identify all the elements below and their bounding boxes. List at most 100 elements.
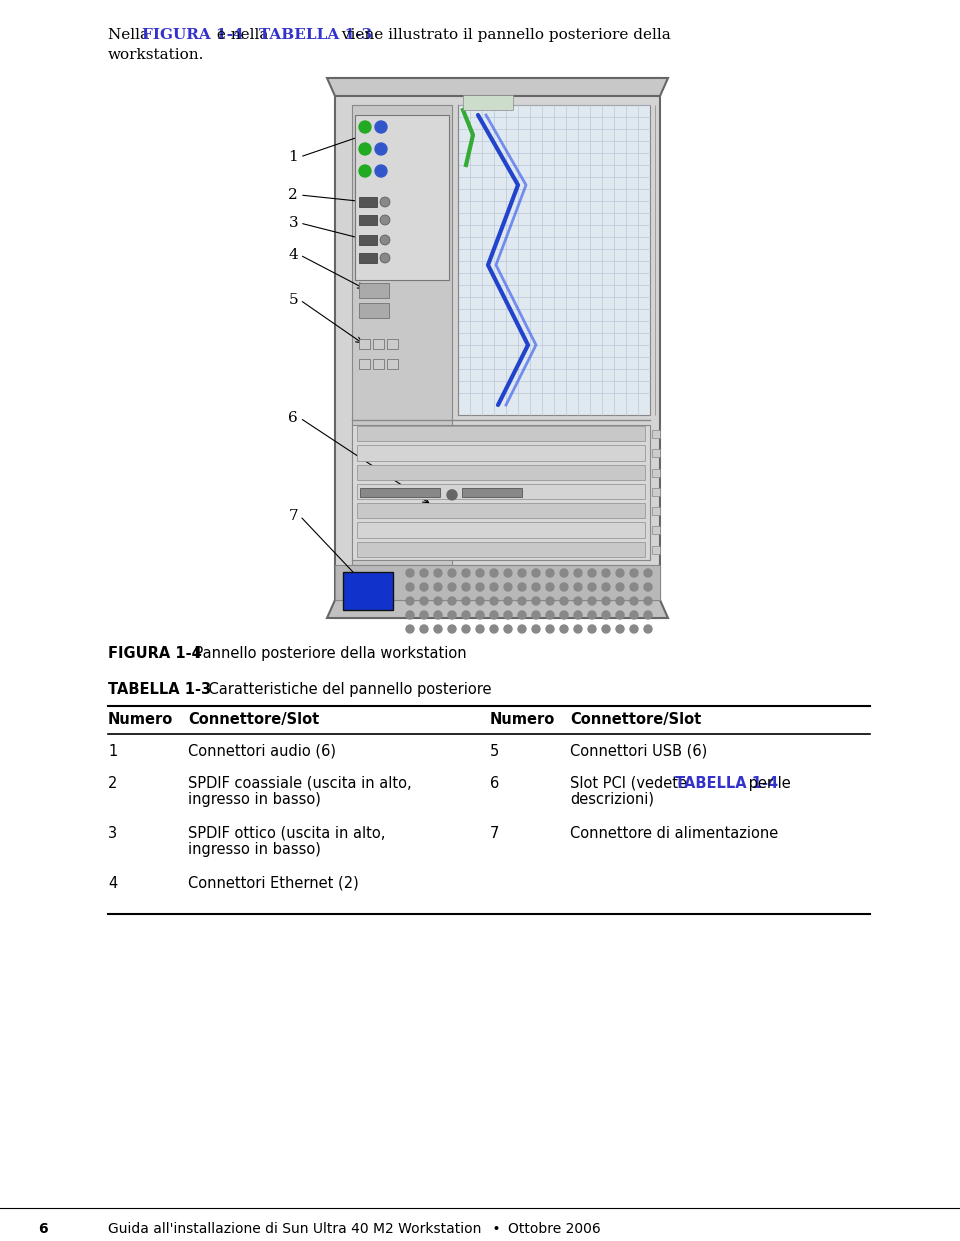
Circle shape [574,597,582,606]
Circle shape [462,611,470,619]
Text: ingresso in basso): ingresso in basso) [188,841,321,858]
Text: Connettori audio (6): Connettori audio (6) [188,745,336,759]
Text: 5: 5 [288,293,298,307]
Text: e nella: e nella [212,29,274,42]
Circle shape [644,611,652,619]
Bar [357,522,645,537]
Circle shape [375,165,387,177]
Text: workstation.: workstation. [108,48,204,62]
Text: Caratteristiche del pannello posteriore: Caratteristiche del pannello posteriore [190,683,492,697]
Circle shape [644,570,652,577]
Circle shape [406,570,414,577]
Circle shape [616,611,624,619]
Circle shape [546,611,554,619]
Bar [652,488,660,496]
Bar [335,78,660,618]
Circle shape [560,570,568,577]
Circle shape [447,490,457,500]
Text: FIGURA 1-4: FIGURA 1-4 [142,29,244,42]
Bar [355,115,449,280]
Circle shape [504,583,512,591]
Circle shape [518,611,526,619]
Text: Connettore/Slot: Connettore/Slot [188,712,320,727]
Circle shape [504,597,512,606]
Circle shape [630,625,638,633]
Circle shape [532,625,540,633]
Text: •: • [488,1222,505,1236]
Bar [359,339,370,349]
Text: Slot PCI (vedete: Slot PCI (vedete [570,776,691,791]
Circle shape [420,570,428,577]
Circle shape [518,625,526,633]
Circle shape [476,611,484,619]
Text: 7: 7 [288,509,298,522]
Bar [387,339,398,349]
Circle shape [630,583,638,591]
Polygon shape [327,599,668,618]
Circle shape [380,253,390,263]
Circle shape [420,611,428,619]
Circle shape [602,611,610,619]
Circle shape [504,611,512,619]
Text: Connettore/Slot: Connettore/Slot [570,712,701,727]
Circle shape [359,122,371,133]
Text: TABELLA 1-3: TABELLA 1-3 [108,683,211,697]
Circle shape [574,625,582,633]
Circle shape [490,597,498,606]
Text: descrizioni): descrizioni) [570,792,654,807]
Circle shape [588,570,596,577]
Bar [463,96,513,110]
Text: 3: 3 [288,216,298,230]
Bar [652,546,660,553]
Text: 6: 6 [490,776,499,791]
Circle shape [406,597,414,606]
Circle shape [644,583,652,591]
Bar [357,426,645,442]
Circle shape [448,570,456,577]
Bar [352,424,650,560]
Text: 2: 2 [288,187,298,202]
Circle shape [476,570,484,577]
Text: 3: 3 [108,827,117,841]
Circle shape [616,625,624,633]
Circle shape [588,611,596,619]
Circle shape [476,597,484,606]
Circle shape [359,143,371,155]
Circle shape [588,583,596,591]
Text: Connettori Ethernet (2): Connettori Ethernet (2) [188,876,359,891]
Circle shape [434,570,442,577]
Text: per le: per le [744,776,790,791]
Bar [387,359,398,369]
Circle shape [476,583,484,591]
Circle shape [560,597,568,606]
Circle shape [462,625,470,633]
Text: 4: 4 [288,248,298,262]
Text: 6: 6 [38,1222,48,1236]
Bar [373,359,384,369]
Circle shape [532,570,540,577]
Text: Nella: Nella [108,29,154,42]
Circle shape [434,625,442,633]
Bar [357,464,645,480]
Bar [335,565,660,599]
Circle shape [602,583,610,591]
Bar [357,446,645,460]
Text: Connettori USB (6): Connettori USB (6) [570,745,708,759]
Text: Pannello posteriore della workstation: Pannello posteriore della workstation [176,647,467,661]
Circle shape [504,625,512,633]
Circle shape [448,625,456,633]
Circle shape [434,583,442,591]
Circle shape [375,143,387,155]
Circle shape [406,583,414,591]
Circle shape [616,570,624,577]
Text: FIGURA 1-4: FIGURA 1-4 [108,647,202,661]
Circle shape [462,597,470,606]
Text: Guida all'installazione di Sun Ultra 40 M2 Workstation: Guida all'installazione di Sun Ultra 40 … [108,1222,481,1236]
Text: Ottobre 2006: Ottobre 2006 [508,1222,601,1236]
Circle shape [574,583,582,591]
Circle shape [518,597,526,606]
Circle shape [602,625,610,633]
Circle shape [602,570,610,577]
Circle shape [518,570,526,577]
Bar [357,542,645,557]
